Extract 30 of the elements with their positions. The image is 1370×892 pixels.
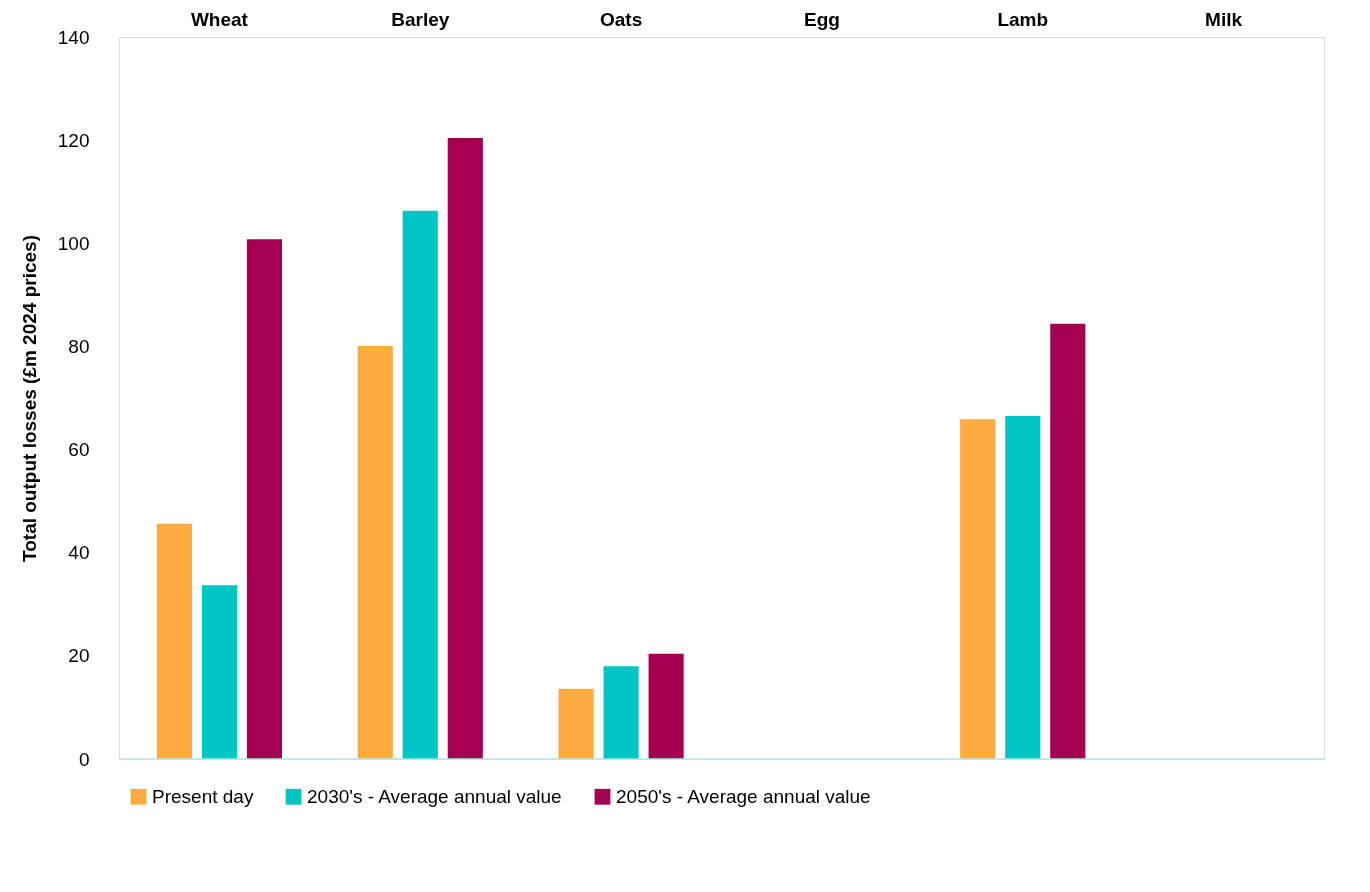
legend-label: Present day xyxy=(152,785,254,807)
y-tick-label: 20 xyxy=(68,645,90,667)
legend-label: 2050's - Average annual value xyxy=(616,785,871,807)
y-tick-label: 0 xyxy=(78,748,90,770)
y-tick-label: 40 xyxy=(68,542,90,564)
y-tick-label: 80 xyxy=(68,335,90,357)
bar xyxy=(201,585,237,759)
y-tick-label: 120 xyxy=(57,129,90,151)
x-tick-label: Wheat xyxy=(190,8,249,30)
bar xyxy=(1050,323,1086,759)
bar xyxy=(402,210,438,759)
bar xyxy=(603,666,639,759)
x-tick-label: Oats xyxy=(599,8,643,30)
bar xyxy=(558,688,594,759)
legend-label: 2030's - Average annual value xyxy=(307,785,562,807)
bar xyxy=(960,419,996,759)
bar xyxy=(648,653,684,759)
bar xyxy=(246,239,283,759)
x-tick-label: Lamb xyxy=(997,8,1049,30)
y-tick-label: 140 xyxy=(57,26,90,48)
y-tick-label: 60 xyxy=(68,439,90,461)
x-tick-label: Barley xyxy=(391,8,450,30)
y-axis-title: Total output losses (£m 2024 prices) xyxy=(18,235,40,562)
bar xyxy=(156,523,192,759)
bar xyxy=(1005,416,1041,759)
x-tick-label: Milk xyxy=(1205,8,1243,30)
bar xyxy=(447,138,483,759)
bar xyxy=(357,345,393,759)
x-tick-label: Egg xyxy=(803,8,840,30)
y-tick-label: 100 xyxy=(57,232,90,254)
